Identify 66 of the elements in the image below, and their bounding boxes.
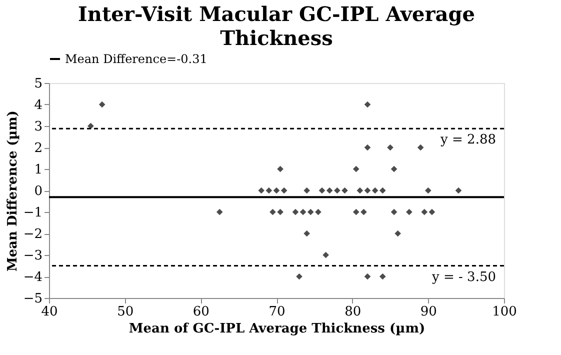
y-tick-label: 4	[34, 98, 42, 113]
point	[270, 208, 276, 216]
y-tick-label: −4	[23, 270, 42, 285]
point	[304, 187, 310, 194]
point	[98, 101, 106, 108]
ref-line-label: y = - 3.50	[431, 270, 496, 285]
ref-line-label: y = 2.88	[440, 132, 496, 148]
point	[421, 208, 428, 216]
x-tick-label: 100	[492, 304, 517, 320]
x-tick-label: 80	[344, 304, 362, 320]
point	[352, 208, 360, 216]
point	[356, 187, 364, 194]
point	[364, 101, 371, 108]
point	[352, 166, 360, 172]
x-tick-label: 40	[41, 304, 58, 320]
point	[280, 187, 288, 194]
point	[364, 187, 371, 194]
point	[273, 187, 280, 194]
x-tick-label: 90	[420, 304, 437, 320]
point	[387, 144, 394, 151]
point	[277, 208, 284, 216]
point	[304, 230, 310, 237]
y-tick-label: −1	[23, 206, 42, 220]
x-tick-label: 70	[268, 304, 286, 320]
point	[258, 187, 264, 194]
point	[364, 144, 371, 151]
point	[372, 187, 378, 194]
y-tick-label: −3	[23, 248, 42, 264]
point	[307, 208, 314, 216]
point	[334, 187, 340, 194]
x-tick-label: 50	[117, 304, 134, 320]
y-tick-label: 2	[34, 141, 42, 156]
point	[296, 273, 302, 280]
y-tick-label: −5	[23, 292, 42, 306]
legend-label: Mean Difference=-0.31	[65, 52, 208, 66]
point	[216, 208, 223, 216]
y-tick-label: 0	[34, 184, 42, 199]
point	[277, 166, 284, 172]
chart-title: Inter-Visit Macular GC-IPL Average Thickness	[78, 2, 475, 50]
point	[360, 208, 367, 216]
point	[390, 166, 398, 172]
x-axis-title: Mean of GC-IPL Average Thickness (µm)	[128, 322, 426, 336]
point	[380, 187, 386, 194]
point	[390, 208, 398, 216]
point	[455, 187, 462, 194]
point	[394, 230, 401, 237]
point	[315, 208, 322, 216]
y-tick-label: 1	[34, 162, 42, 178]
point	[292, 208, 299, 216]
y-tick-label: −2	[23, 227, 42, 242]
x-tick-label: 60	[192, 304, 210, 320]
point	[300, 208, 306, 216]
point	[425, 187, 432, 194]
y-tick-label: 3	[34, 120, 42, 134]
point	[322, 252, 329, 258]
y-axis-title: Mean Difference (µm)	[5, 110, 20, 272]
point	[326, 187, 333, 194]
point	[266, 187, 272, 194]
point	[417, 144, 424, 151]
point	[342, 187, 348, 194]
point	[406, 208, 412, 216]
point	[380, 273, 386, 280]
point	[364, 273, 371, 280]
point	[318, 187, 326, 194]
point	[428, 208, 436, 216]
y-tick-label: 5	[34, 76, 42, 92]
